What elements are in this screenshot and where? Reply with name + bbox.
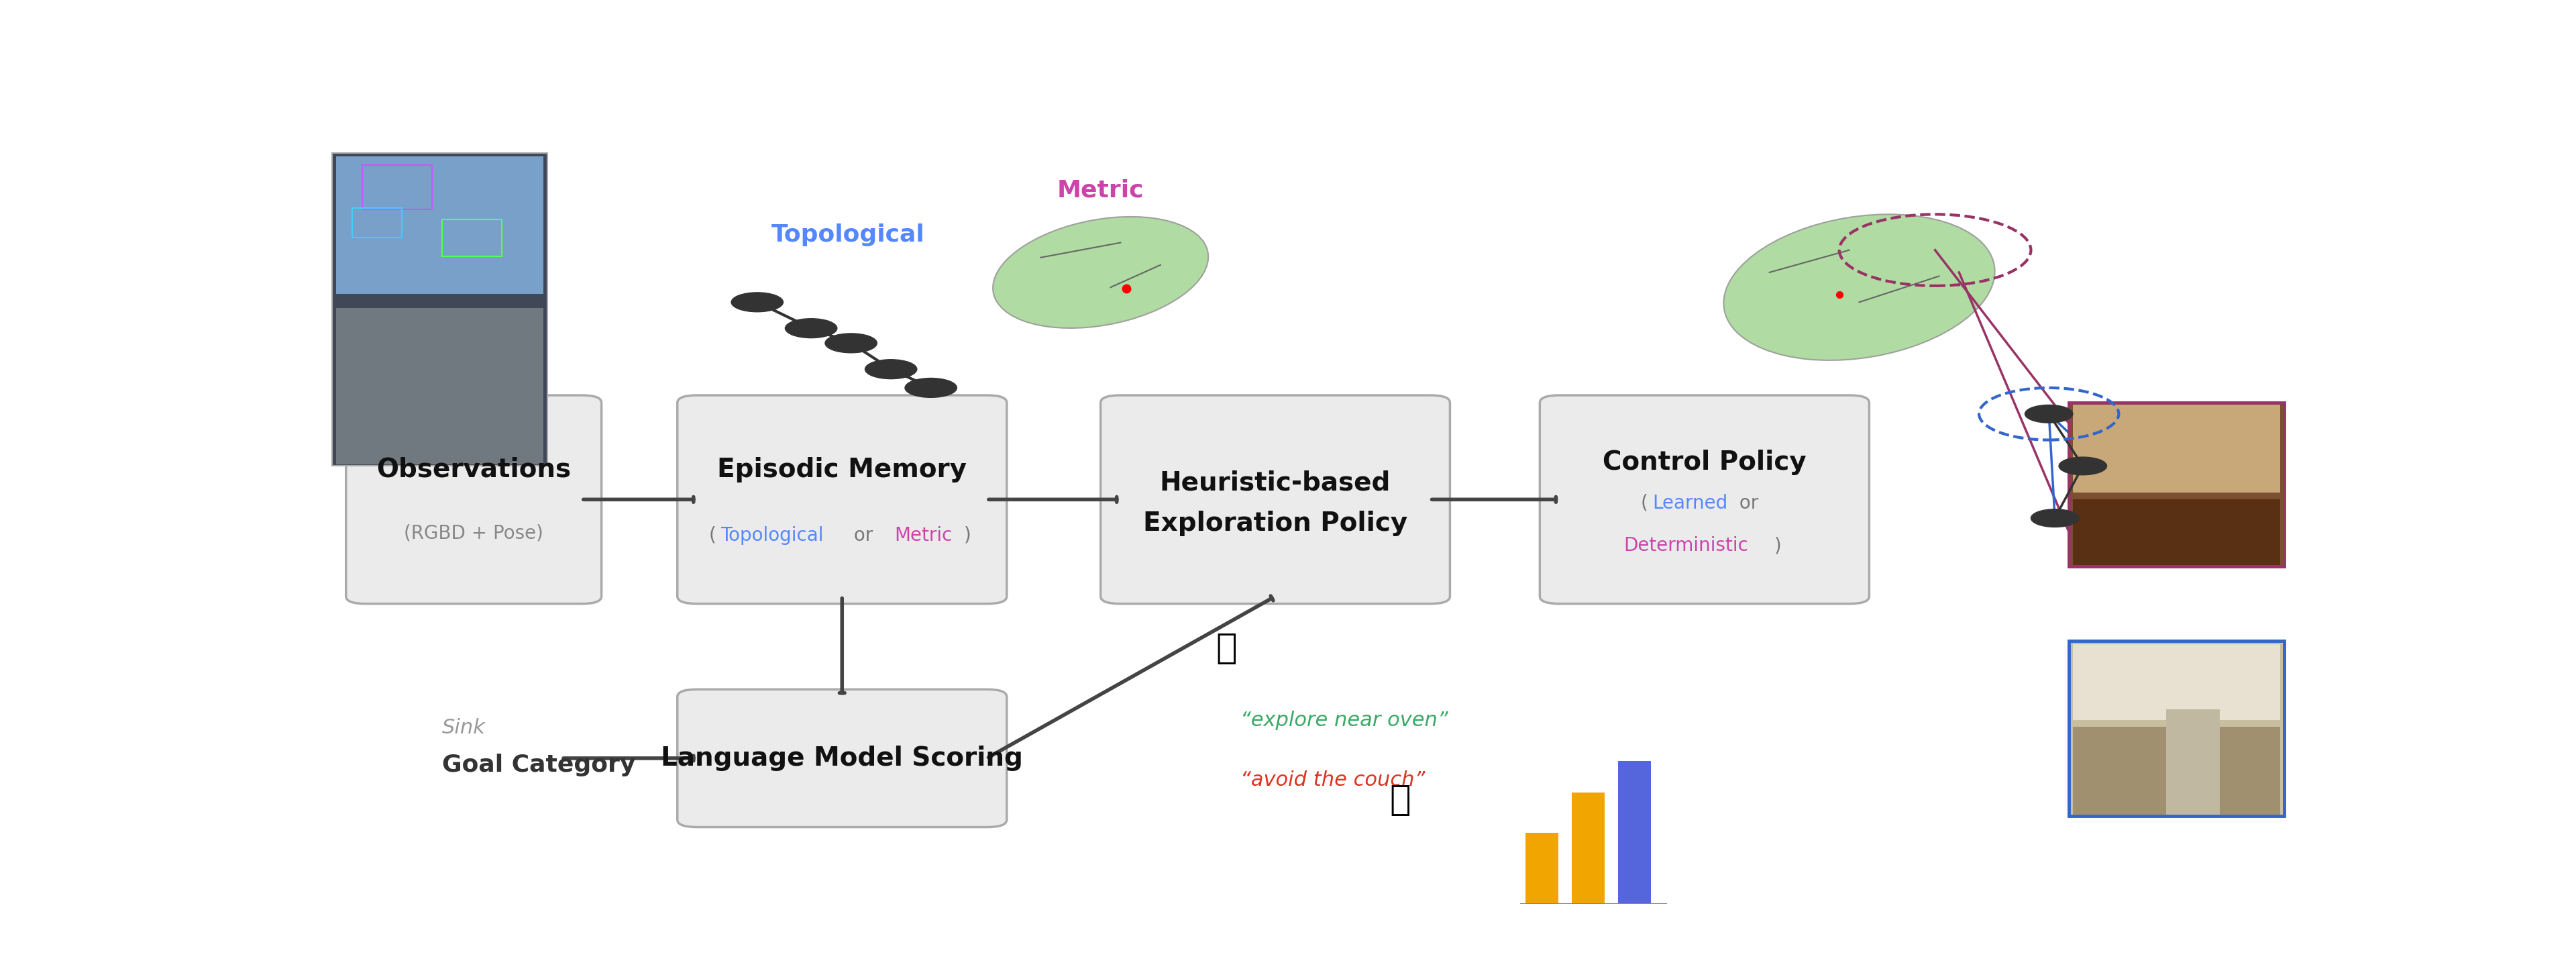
Text: Learned: Learned [1651,494,1728,513]
Text: Language Model Scoring: Language Model Scoring [662,746,1023,771]
Text: Exploration Policy: Exploration Policy [1144,511,1406,536]
Text: Goal Category: Goal Category [443,754,636,777]
Circle shape [2025,405,2074,423]
FancyBboxPatch shape [332,154,549,466]
Bar [353,208,402,238]
FancyBboxPatch shape [1100,396,1450,603]
FancyBboxPatch shape [2069,641,2285,816]
Text: ): ) [1775,537,1780,555]
FancyBboxPatch shape [1540,396,1870,603]
Bar [361,165,433,210]
Ellipse shape [1723,215,1994,361]
FancyBboxPatch shape [2074,500,2280,565]
Text: 👍: 👍 [1216,631,1236,666]
Text: ): ) [963,526,971,544]
Text: Episodic Memory: Episodic Memory [716,457,966,483]
Text: (: ( [708,526,716,544]
Circle shape [786,318,837,337]
Text: (: ( [1641,494,1649,513]
Text: Topological: Topological [770,223,925,247]
Circle shape [866,360,917,379]
FancyBboxPatch shape [2069,402,2285,567]
Text: Deterministic: Deterministic [1623,537,1749,555]
Circle shape [2030,510,2079,527]
Bar [443,220,502,256]
Text: “explore near oven”: “explore near oven” [1242,711,1448,730]
FancyBboxPatch shape [2074,727,2280,814]
FancyBboxPatch shape [345,396,603,603]
Text: Observations: Observations [376,457,572,483]
Bar [1618,761,1651,904]
Text: Topological: Topological [721,526,824,544]
Text: or: or [848,526,878,544]
Text: 2: 2 [1584,922,1595,935]
FancyBboxPatch shape [677,689,1007,827]
FancyBboxPatch shape [2074,644,2280,719]
Text: Sink: Sink [443,718,484,738]
Text: 👎: 👎 [1388,782,1412,817]
Text: or: or [1734,494,1759,513]
Text: Heuristic-based: Heuristic-based [1159,470,1391,496]
Circle shape [732,292,783,312]
FancyBboxPatch shape [2166,710,2221,814]
Circle shape [2058,457,2107,475]
FancyBboxPatch shape [335,308,544,464]
Text: 3: 3 [1631,922,1641,935]
Circle shape [904,378,956,397]
FancyBboxPatch shape [335,157,544,294]
Bar [1571,793,1605,904]
Circle shape [824,334,876,353]
FancyBboxPatch shape [677,396,1007,603]
Ellipse shape [992,217,1208,328]
Bar [1525,833,1558,904]
Text: (RGBD + Pose): (RGBD + Pose) [404,523,544,542]
Text: “avoid the couch”: “avoid the couch” [1242,771,1425,790]
Text: Metric: Metric [894,526,953,544]
Text: Control Policy: Control Policy [1602,450,1806,475]
FancyBboxPatch shape [2074,404,2280,493]
Text: Metric: Metric [1056,179,1144,202]
Text: 1: 1 [1538,922,1548,935]
